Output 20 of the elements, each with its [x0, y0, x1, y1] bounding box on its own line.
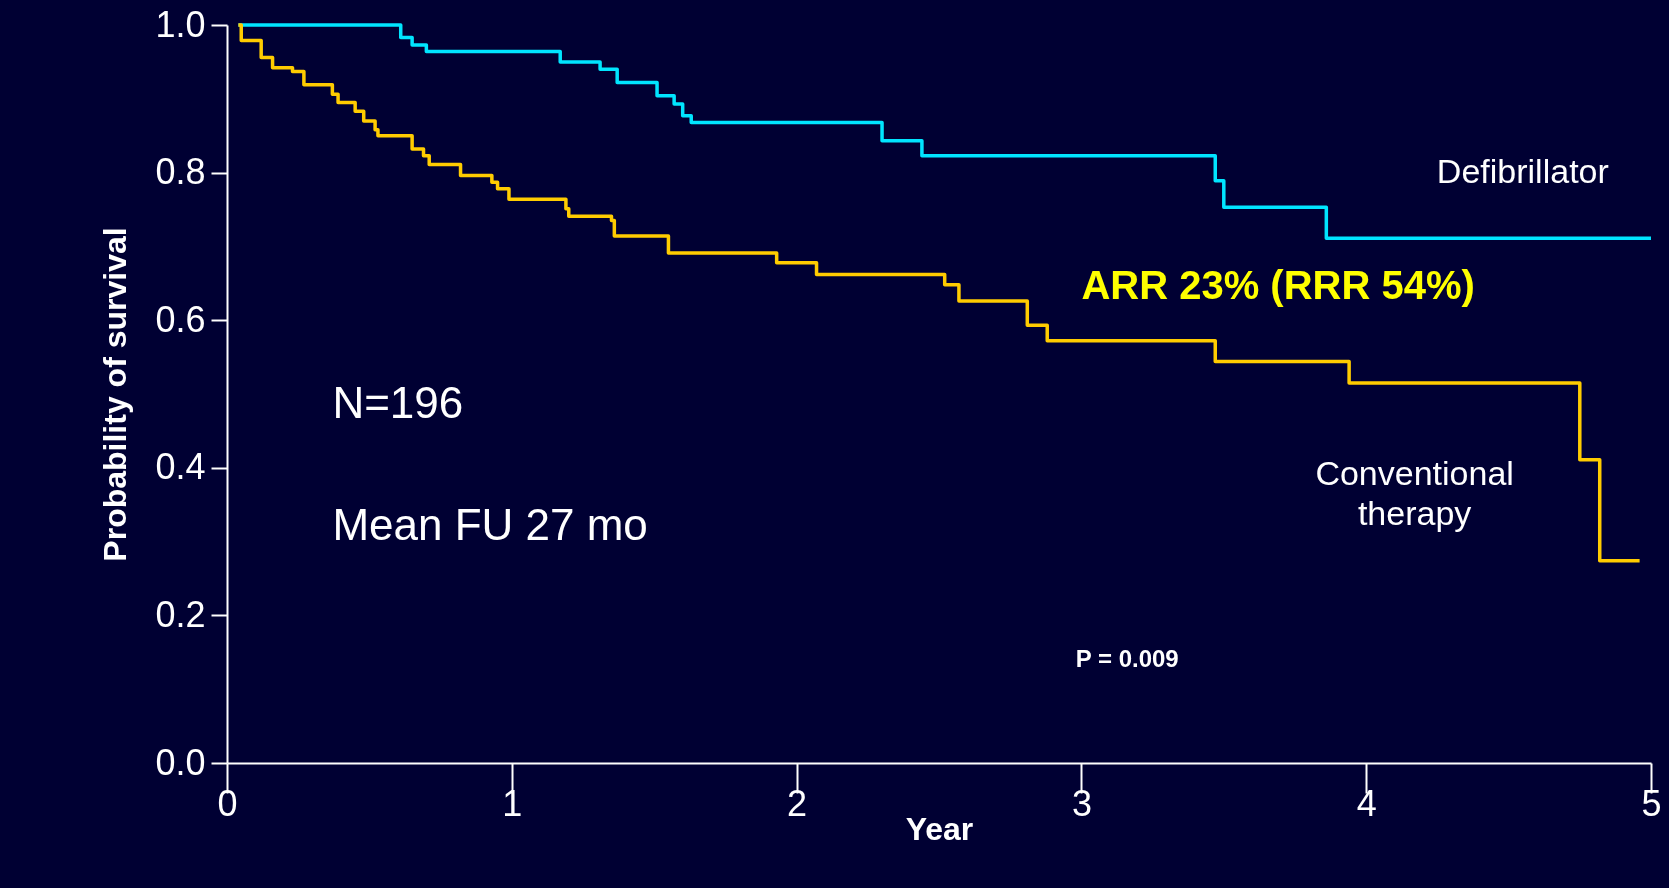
- y-tick-label: 0.0: [155, 741, 206, 783]
- series-label: Defibrillator: [1436, 151, 1609, 190]
- x-axis-title: Year: [905, 810, 974, 847]
- x-tick-label: 3: [1071, 782, 1092, 824]
- y-tick-label: 0.6: [155, 298, 206, 340]
- y-tick-label: 0.4: [155, 446, 206, 488]
- annotation: ARR 23% (RRR 54%): [1081, 262, 1475, 307]
- y-tick-label: 0.2: [155, 593, 206, 635]
- annotation: N=196: [332, 378, 464, 428]
- y-tick-label: 0.8: [155, 151, 206, 193]
- annotation: P = 0.009: [1075, 644, 1179, 672]
- x-tick-label: 1: [502, 782, 523, 824]
- series-label: Conventional therapy: [1315, 454, 1514, 533]
- x-tick-label: 4: [1356, 782, 1377, 824]
- x-tick-label: 0: [217, 782, 238, 824]
- y-tick-label: 1.0: [155, 3, 206, 45]
- y-axis-title: Probability of survival: [97, 227, 134, 562]
- annotation: Mean FU 27 mo: [332, 499, 648, 549]
- x-tick-label: 5: [1641, 782, 1662, 824]
- x-tick-label: 2: [787, 782, 808, 824]
